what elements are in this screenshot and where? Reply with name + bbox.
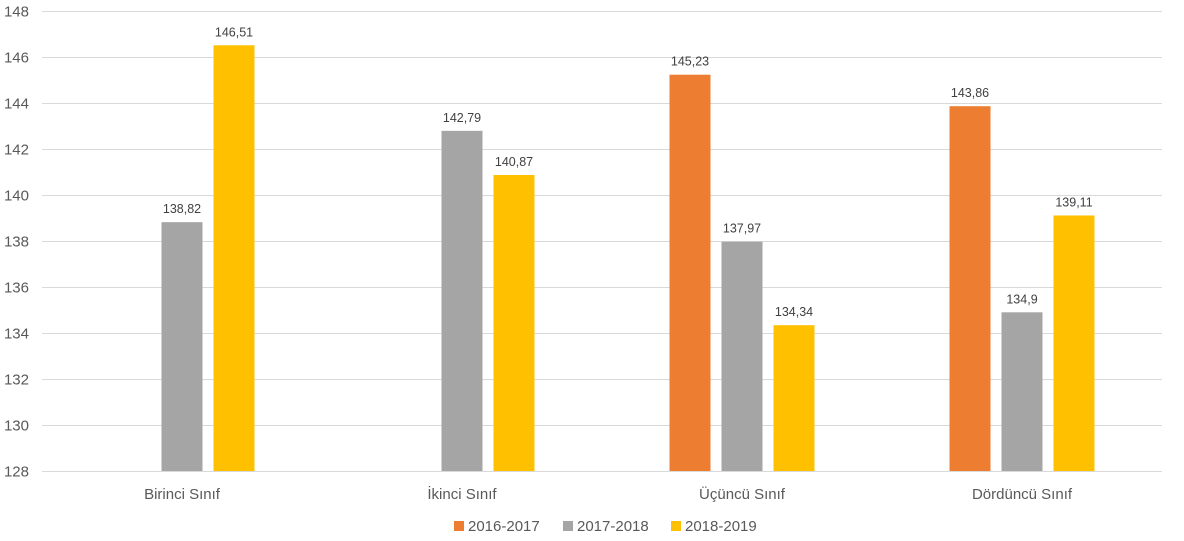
data-label: 146,51 xyxy=(215,25,253,39)
bar xyxy=(1001,312,1043,471)
x-tick-label: İkinci Sınıf xyxy=(427,485,497,503)
bar xyxy=(773,325,815,471)
legend-swatch xyxy=(563,521,573,531)
x-axis: Birinci Sınıf İkinci Sınıf Üçüncü Sınıf Dör… xyxy=(144,485,1073,503)
legend: 2016-2017 2017-2018 2018-2019 xyxy=(454,518,757,535)
legend-label: 2018-2019 xyxy=(685,518,757,535)
x-tick-label: Dördüncü Sınıf xyxy=(972,486,1073,503)
y-tick-label: 148 xyxy=(4,4,29,21)
data-label: 139,11 xyxy=(1055,195,1092,209)
data-label: 137,97 xyxy=(723,222,761,236)
y-axis: 128 130 132 134 136 138 140 142 144 146 148 xyxy=(4,4,29,481)
y-tick-label: 130 xyxy=(4,418,29,435)
bar xyxy=(161,222,203,471)
data-label: 134,34 xyxy=(775,305,813,319)
legend-swatch xyxy=(671,521,681,531)
y-tick-label: 146 xyxy=(4,50,29,67)
legend-label: 2016-2017 xyxy=(468,518,540,535)
y-tick-label: 144 xyxy=(4,96,29,113)
bar xyxy=(669,74,711,472)
legend-swatch xyxy=(454,521,464,531)
legend-label: 2017-2018 xyxy=(577,518,649,535)
bar xyxy=(493,174,535,472)
gridlines xyxy=(42,11,1162,472)
bar xyxy=(1053,215,1095,471)
bar xyxy=(213,45,255,472)
y-tick-label: 138 xyxy=(4,234,29,251)
y-tick-label: 140 xyxy=(4,188,29,205)
data-label: 140,87 xyxy=(495,155,533,169)
y-tick-label: 142 xyxy=(4,142,29,159)
data-label: 145,23 xyxy=(671,55,709,69)
data-label: 142,79 xyxy=(443,111,481,125)
data-label: 134,9 xyxy=(1006,292,1037,306)
y-tick-label: 136 xyxy=(4,280,29,297)
x-tick-label: Birinci Sınıf xyxy=(144,486,221,503)
y-tick-label: 132 xyxy=(4,372,29,389)
data-labels: 138,82 146,51 142,79 140,87 145,23 137,97 134,… xyxy=(163,25,1093,319)
y-tick-label: 128 xyxy=(4,464,29,481)
bar xyxy=(949,106,991,471)
y-tick-label: 134 xyxy=(4,326,29,343)
bar xyxy=(441,130,483,471)
bar xyxy=(721,241,763,471)
data-label: 138,82 xyxy=(163,202,201,216)
x-tick-label: Üçüncü Sınıf xyxy=(699,485,786,503)
bars xyxy=(161,45,1095,472)
data-label: 143,86 xyxy=(951,86,989,100)
